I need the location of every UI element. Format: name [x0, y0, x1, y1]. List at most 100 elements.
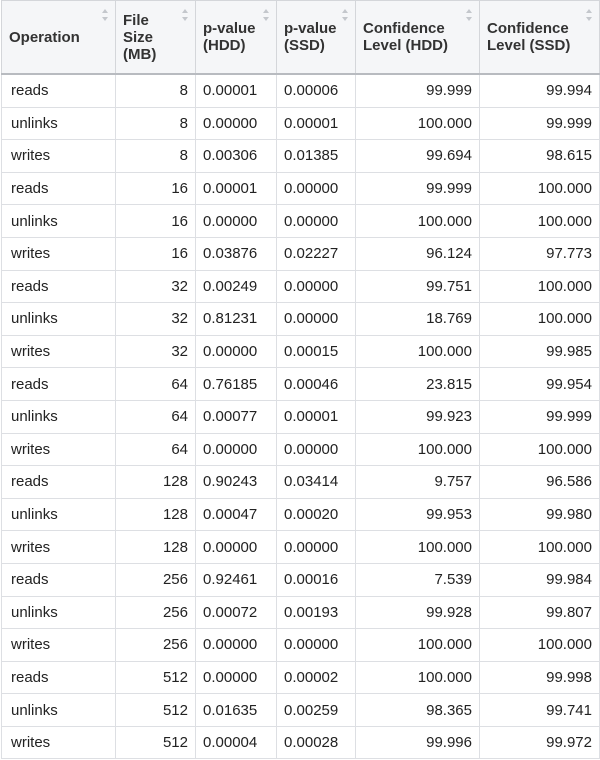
table-row: unlinks 512 0.01635 0.00259 98.365 99.741 [1, 693, 600, 727]
table-row: unlinks 8 0.00000 0.00001 100.000 99.999 [1, 106, 600, 141]
cell-p-value-ssd: 0.00002 [276, 660, 356, 695]
cell-file-size: 64 [115, 399, 196, 434]
cell-file-size: 8 [115, 73, 196, 108]
cell-file-size: 16 [115, 204, 196, 238]
cell-p-value-hdd: 0.00000 [195, 204, 277, 238]
cell-p-value-ssd: 0.00020 [276, 497, 356, 532]
sort-icon[interactable] [586, 9, 592, 21]
cell-confidence-ssd: 100.000 [479, 530, 600, 564]
cell-operation: reads [1, 171, 116, 206]
cell-file-size: 512 [115, 725, 196, 760]
cell-file-size: 8 [115, 139, 196, 173]
cell-p-value-hdd: 0.00077 [195, 399, 277, 434]
cell-p-value-hdd: 0.00072 [195, 595, 277, 630]
table-row: writes 512 0.00004 0.00028 99.996 99.972 [1, 725, 600, 760]
column-header-label: p-value (SSD) [284, 20, 337, 54]
cell-file-size: 32 [115, 302, 196, 336]
cell-confidence-ssd: 99.807 [479, 595, 600, 630]
cell-confidence-hdd: 18.769 [355, 302, 480, 336]
cell-p-value-ssd: 0.00016 [276, 562, 356, 597]
cell-confidence-hdd: 100.000 [355, 334, 480, 369]
cell-operation: writes [1, 236, 116, 271]
cell-p-value-ssd: 0.00028 [276, 725, 356, 760]
cell-confidence-ssd: 96.586 [479, 465, 600, 499]
cell-operation: reads [1, 367, 116, 401]
column-header-label: p-value (HDD) [203, 20, 256, 54]
table-row: writes 32 0.00000 0.00015 100.000 99.985 [1, 334, 600, 369]
cell-file-size: 64 [115, 367, 196, 401]
cell-confidence-ssd: 100.000 [479, 302, 600, 336]
cell-operation: writes [1, 628, 116, 662]
cell-operation: writes [1, 725, 116, 760]
cell-confidence-hdd: 96.124 [355, 236, 480, 271]
cell-confidence-ssd: 99.741 [479, 693, 600, 727]
table-row: reads 32 0.00249 0.00000 99.751 100.000 [1, 269, 600, 304]
cell-operation: reads [1, 562, 116, 597]
cell-p-value-ssd: 0.00000 [276, 432, 356, 467]
cell-confidence-ssd: 99.999 [479, 106, 600, 141]
cell-confidence-hdd: 100.000 [355, 628, 480, 662]
column-header-p-value-hdd[interactable]: p-value (HDD) [195, 0, 277, 75]
cell-file-size: 256 [115, 595, 196, 630]
table-row: reads 16 0.00001 0.00000 99.999 100.000 [1, 171, 600, 206]
cell-confidence-ssd: 99.998 [479, 660, 600, 695]
cell-confidence-hdd: 100.000 [355, 432, 480, 467]
cell-confidence-hdd: 9.757 [355, 465, 480, 499]
cell-p-value-hdd: 0.00306 [195, 139, 277, 173]
cell-p-value-ssd: 0.00001 [276, 106, 356, 141]
cell-p-value-ssd: 0.00259 [276, 693, 356, 727]
cell-operation: unlinks [1, 204, 116, 238]
cell-p-value-ssd: 0.00015 [276, 334, 356, 369]
sort-icon[interactable] [466, 9, 472, 21]
column-header-confidence-ssd[interactable]: Confidence Level (SSD) [479, 0, 600, 75]
cell-confidence-ssd: 99.985 [479, 334, 600, 369]
table-row: unlinks 32 0.81231 0.00000 18.769 100.000 [1, 302, 600, 336]
cell-confidence-hdd: 100.000 [355, 660, 480, 695]
table-body: reads 8 0.00001 0.00006 99.999 99.994 unlinks 8… [1, 73, 600, 760]
cell-p-value-hdd: 0.00000 [195, 432, 277, 467]
cell-confidence-hdd: 99.751 [355, 269, 480, 304]
table-row: unlinks 64 0.00077 0.00001 99.923 99.999 [1, 399, 600, 434]
sort-icon[interactable] [182, 9, 188, 21]
cell-operation: writes [1, 139, 116, 173]
table-row: reads 8 0.00001 0.00006 99.999 99.994 [1, 73, 600, 108]
sort-icon[interactable] [342, 9, 348, 21]
cell-operation: writes [1, 334, 116, 369]
cell-confidence-ssd: 97.773 [479, 236, 600, 271]
cell-p-value-ssd: 0.00000 [276, 204, 356, 238]
cell-file-size: 32 [115, 269, 196, 304]
table-row: reads 128 0.90243 0.03414 9.757 96.586 [1, 465, 600, 499]
cell-file-size: 128 [115, 497, 196, 532]
cell-p-value-ssd: 0.00000 [276, 171, 356, 206]
cell-confidence-ssd: 100.000 [479, 628, 600, 662]
cell-p-value-hdd: 0.00000 [195, 106, 277, 141]
cell-p-value-ssd: 0.00046 [276, 367, 356, 401]
column-header-confidence-hdd[interactable]: Confidence Level (HDD) [355, 0, 480, 75]
cell-p-value-ssd: 0.00000 [276, 530, 356, 564]
cell-confidence-hdd: 100.000 [355, 530, 480, 564]
cell-p-value-hdd: 0.00000 [195, 334, 277, 369]
cell-p-value-hdd: 0.00001 [195, 171, 277, 206]
cell-p-value-hdd: 0.92461 [195, 562, 277, 597]
column-header-file-size[interactable]: File Size (MB) [115, 0, 196, 75]
cell-p-value-ssd: 0.02227 [276, 236, 356, 271]
cell-file-size: 8 [115, 106, 196, 141]
cell-file-size: 128 [115, 530, 196, 564]
column-header-p-value-ssd[interactable]: p-value (SSD) [276, 0, 356, 75]
table-row: unlinks 16 0.00000 0.00000 100.000 100.000 [1, 204, 600, 238]
cell-operation: unlinks [1, 106, 116, 141]
cell-confidence-ssd: 100.000 [479, 204, 600, 238]
column-header-operation[interactable]: Operation [1, 0, 116, 75]
sort-icon[interactable] [263, 9, 269, 21]
cell-file-size: 512 [115, 660, 196, 695]
sort-icon[interactable] [102, 9, 108, 21]
table-row: writes 64 0.00000 0.00000 100.000 100.000 [1, 432, 600, 467]
cell-confidence-hdd: 99.999 [355, 171, 480, 206]
cell-file-size: 32 [115, 334, 196, 369]
cell-confidence-ssd: 99.994 [479, 73, 600, 108]
cell-p-value-ssd: 0.00000 [276, 269, 356, 304]
cell-confidence-hdd: 98.365 [355, 693, 480, 727]
cell-p-value-hdd: 0.00001 [195, 73, 277, 108]
